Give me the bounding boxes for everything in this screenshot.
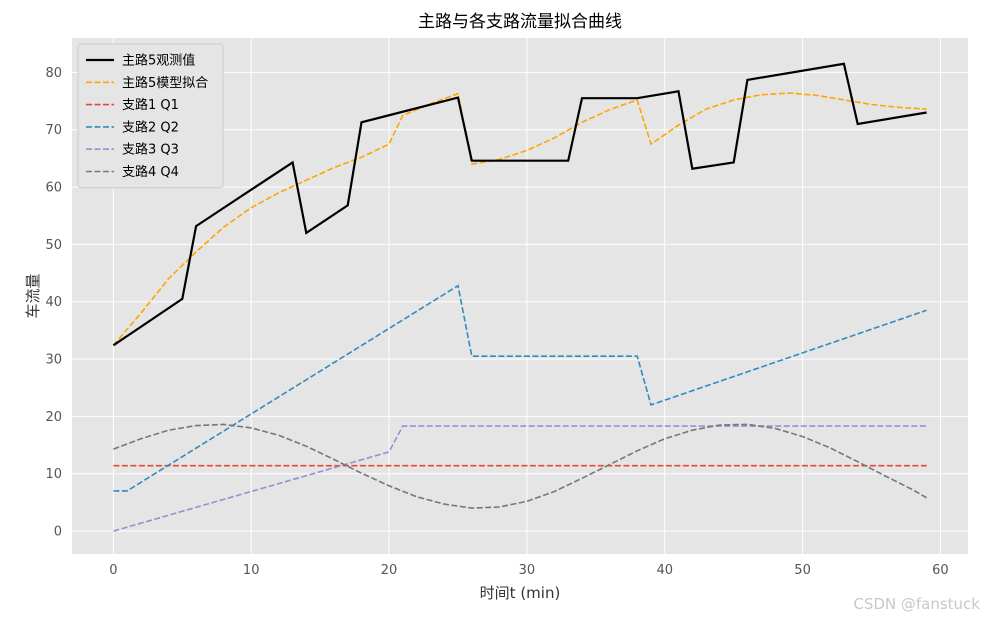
x-tick-label: 60 bbox=[932, 563, 949, 578]
y-tick-label: 40 bbox=[45, 295, 62, 310]
series-line-5 bbox=[113, 425, 927, 532]
y-tick-label: 20 bbox=[45, 410, 62, 425]
y-axis-title: 车流量 bbox=[24, 273, 42, 318]
series-line-1 bbox=[112, 62, 927, 347]
x-axis-title: 时间t (min) bbox=[480, 584, 561, 602]
series-lines bbox=[112, 62, 928, 532]
legend-entry-label: 支路3 Q3 bbox=[122, 142, 179, 158]
x-tick-label: 0 bbox=[109, 563, 117, 578]
chart-title: 主路与各支路流量拟合曲线 bbox=[418, 12, 622, 32]
legend-entry-label: 支路4 Q4 bbox=[122, 164, 179, 180]
x-tick-label: 50 bbox=[794, 563, 811, 578]
gridlines bbox=[72, 38, 968, 554]
series-line-2 bbox=[112, 92, 927, 346]
legend-box bbox=[77, 43, 224, 189]
y-tick-label: 50 bbox=[45, 238, 62, 253]
x-tick-label: 40 bbox=[656, 563, 673, 578]
y-tick-label: 30 bbox=[45, 353, 62, 368]
y-tick-label: 0 bbox=[54, 525, 62, 540]
y-tick-label: 10 bbox=[45, 467, 62, 482]
legend-entry-label: 支路2 Q2 bbox=[122, 119, 179, 135]
y-tick-label: 70 bbox=[45, 123, 62, 138]
y-tick-label: 60 bbox=[45, 181, 62, 196]
x-tick-label: 30 bbox=[519, 563, 536, 578]
legend-entry-label: 主路5模型拟合 bbox=[122, 75, 208, 91]
series-line-4 bbox=[113, 284, 927, 492]
watermark: CSDN @fanstuck bbox=[853, 595, 980, 613]
legend-entry-label: 支路1 Q1 bbox=[122, 97, 179, 113]
tick-labels: 0 10 20 30 40 50 60 0 10 20 30 40 50 60 70 80 bbox=[45, 66, 948, 578]
x-tick-label: 20 bbox=[381, 563, 398, 578]
x-tick-label: 10 bbox=[243, 563, 260, 578]
legend-entry-label: 主路5观测值 bbox=[122, 53, 195, 69]
y-tick-label: 80 bbox=[45, 66, 62, 81]
series-line-6 bbox=[113, 423, 928, 509]
